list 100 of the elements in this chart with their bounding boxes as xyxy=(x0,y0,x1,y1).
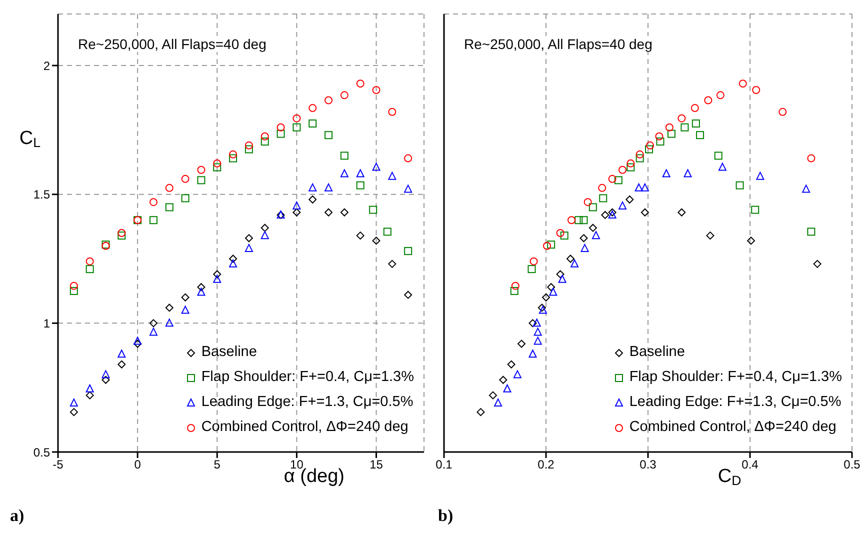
point xyxy=(149,216,158,224)
point xyxy=(530,257,538,266)
point xyxy=(608,174,616,183)
point xyxy=(102,370,110,378)
point xyxy=(372,162,380,171)
x-axis-title: C$_{D}$ xyxy=(718,466,742,488)
point xyxy=(308,104,317,112)
point xyxy=(488,391,497,400)
point xyxy=(696,131,704,140)
point xyxy=(738,80,747,88)
point xyxy=(70,282,78,290)
point xyxy=(680,123,689,132)
point xyxy=(528,350,537,358)
legend-label: Leading Edge: F+=1.3, Cμ=0.5% xyxy=(629,393,842,412)
point xyxy=(388,172,396,180)
point xyxy=(588,203,597,212)
y-tick-label: 2 xyxy=(43,58,50,73)
point xyxy=(618,201,626,210)
point xyxy=(369,206,378,214)
point xyxy=(580,244,589,252)
point xyxy=(102,376,110,384)
point xyxy=(260,138,269,146)
point xyxy=(534,328,542,336)
point xyxy=(645,145,654,154)
point xyxy=(181,174,190,183)
x-tick-label: 10 xyxy=(290,458,304,472)
point xyxy=(308,120,317,128)
point xyxy=(340,208,348,216)
point xyxy=(404,154,412,162)
point xyxy=(646,141,654,150)
point xyxy=(636,150,644,158)
point xyxy=(718,162,726,171)
point xyxy=(556,270,564,278)
point xyxy=(244,145,253,154)
point xyxy=(499,376,508,384)
point xyxy=(568,216,576,224)
point xyxy=(308,196,317,204)
point xyxy=(752,86,760,94)
point xyxy=(324,183,333,192)
point xyxy=(543,242,552,250)
legend-label: Baseline xyxy=(201,343,257,362)
point xyxy=(372,86,380,94)
point xyxy=(86,265,94,274)
point xyxy=(149,328,158,336)
point xyxy=(340,169,348,178)
point xyxy=(292,123,301,132)
point xyxy=(229,254,238,263)
point xyxy=(229,150,238,158)
point xyxy=(181,194,190,202)
point xyxy=(476,408,485,416)
legend-label: Baseline xyxy=(629,343,685,362)
point xyxy=(547,283,556,292)
point xyxy=(149,198,158,206)
x-tick-label: 0.2 xyxy=(538,458,555,472)
point xyxy=(404,247,412,256)
point xyxy=(807,228,816,236)
point xyxy=(70,286,78,295)
point xyxy=(667,130,676,138)
legend-label: Combined Control, ΔΦ=240 deg xyxy=(629,418,836,437)
point xyxy=(813,260,822,268)
point xyxy=(276,123,285,132)
point xyxy=(292,208,301,216)
point xyxy=(229,259,238,268)
point xyxy=(404,290,412,299)
point xyxy=(507,360,516,368)
point xyxy=(244,141,253,150)
point xyxy=(165,304,174,312)
point xyxy=(197,288,206,296)
point xyxy=(534,336,542,345)
point xyxy=(118,360,126,368)
point xyxy=(656,138,664,146)
point xyxy=(588,224,597,232)
point xyxy=(580,216,588,224)
point xyxy=(260,132,269,140)
point xyxy=(513,370,522,378)
point xyxy=(714,152,722,160)
point xyxy=(566,254,574,263)
annotation: Re~250,000, All Flaps=40 deg xyxy=(462,36,654,52)
point xyxy=(542,293,550,302)
point xyxy=(706,232,714,240)
x-tick-label: 0.5 xyxy=(844,458,861,472)
point xyxy=(704,96,712,104)
point xyxy=(213,163,222,172)
point xyxy=(511,282,520,290)
point xyxy=(640,208,649,216)
x-tick-label: -5 xyxy=(52,458,64,472)
x-tick-label: 5 xyxy=(214,458,221,472)
point xyxy=(503,384,512,392)
point xyxy=(134,340,142,348)
point xyxy=(684,169,692,178)
point xyxy=(260,224,269,232)
point xyxy=(655,132,664,140)
legend-label: Flap Shoulder: F+=0.4, Cμ=1.3% xyxy=(629,368,842,387)
point xyxy=(601,210,610,219)
legend-label: Leading Edge: F+=1.3, Cμ=0.5% xyxy=(201,393,414,412)
point xyxy=(692,120,700,128)
point xyxy=(86,391,94,400)
y-tick-label: 1.5 xyxy=(33,188,50,202)
point xyxy=(292,114,301,122)
point xyxy=(560,232,568,240)
